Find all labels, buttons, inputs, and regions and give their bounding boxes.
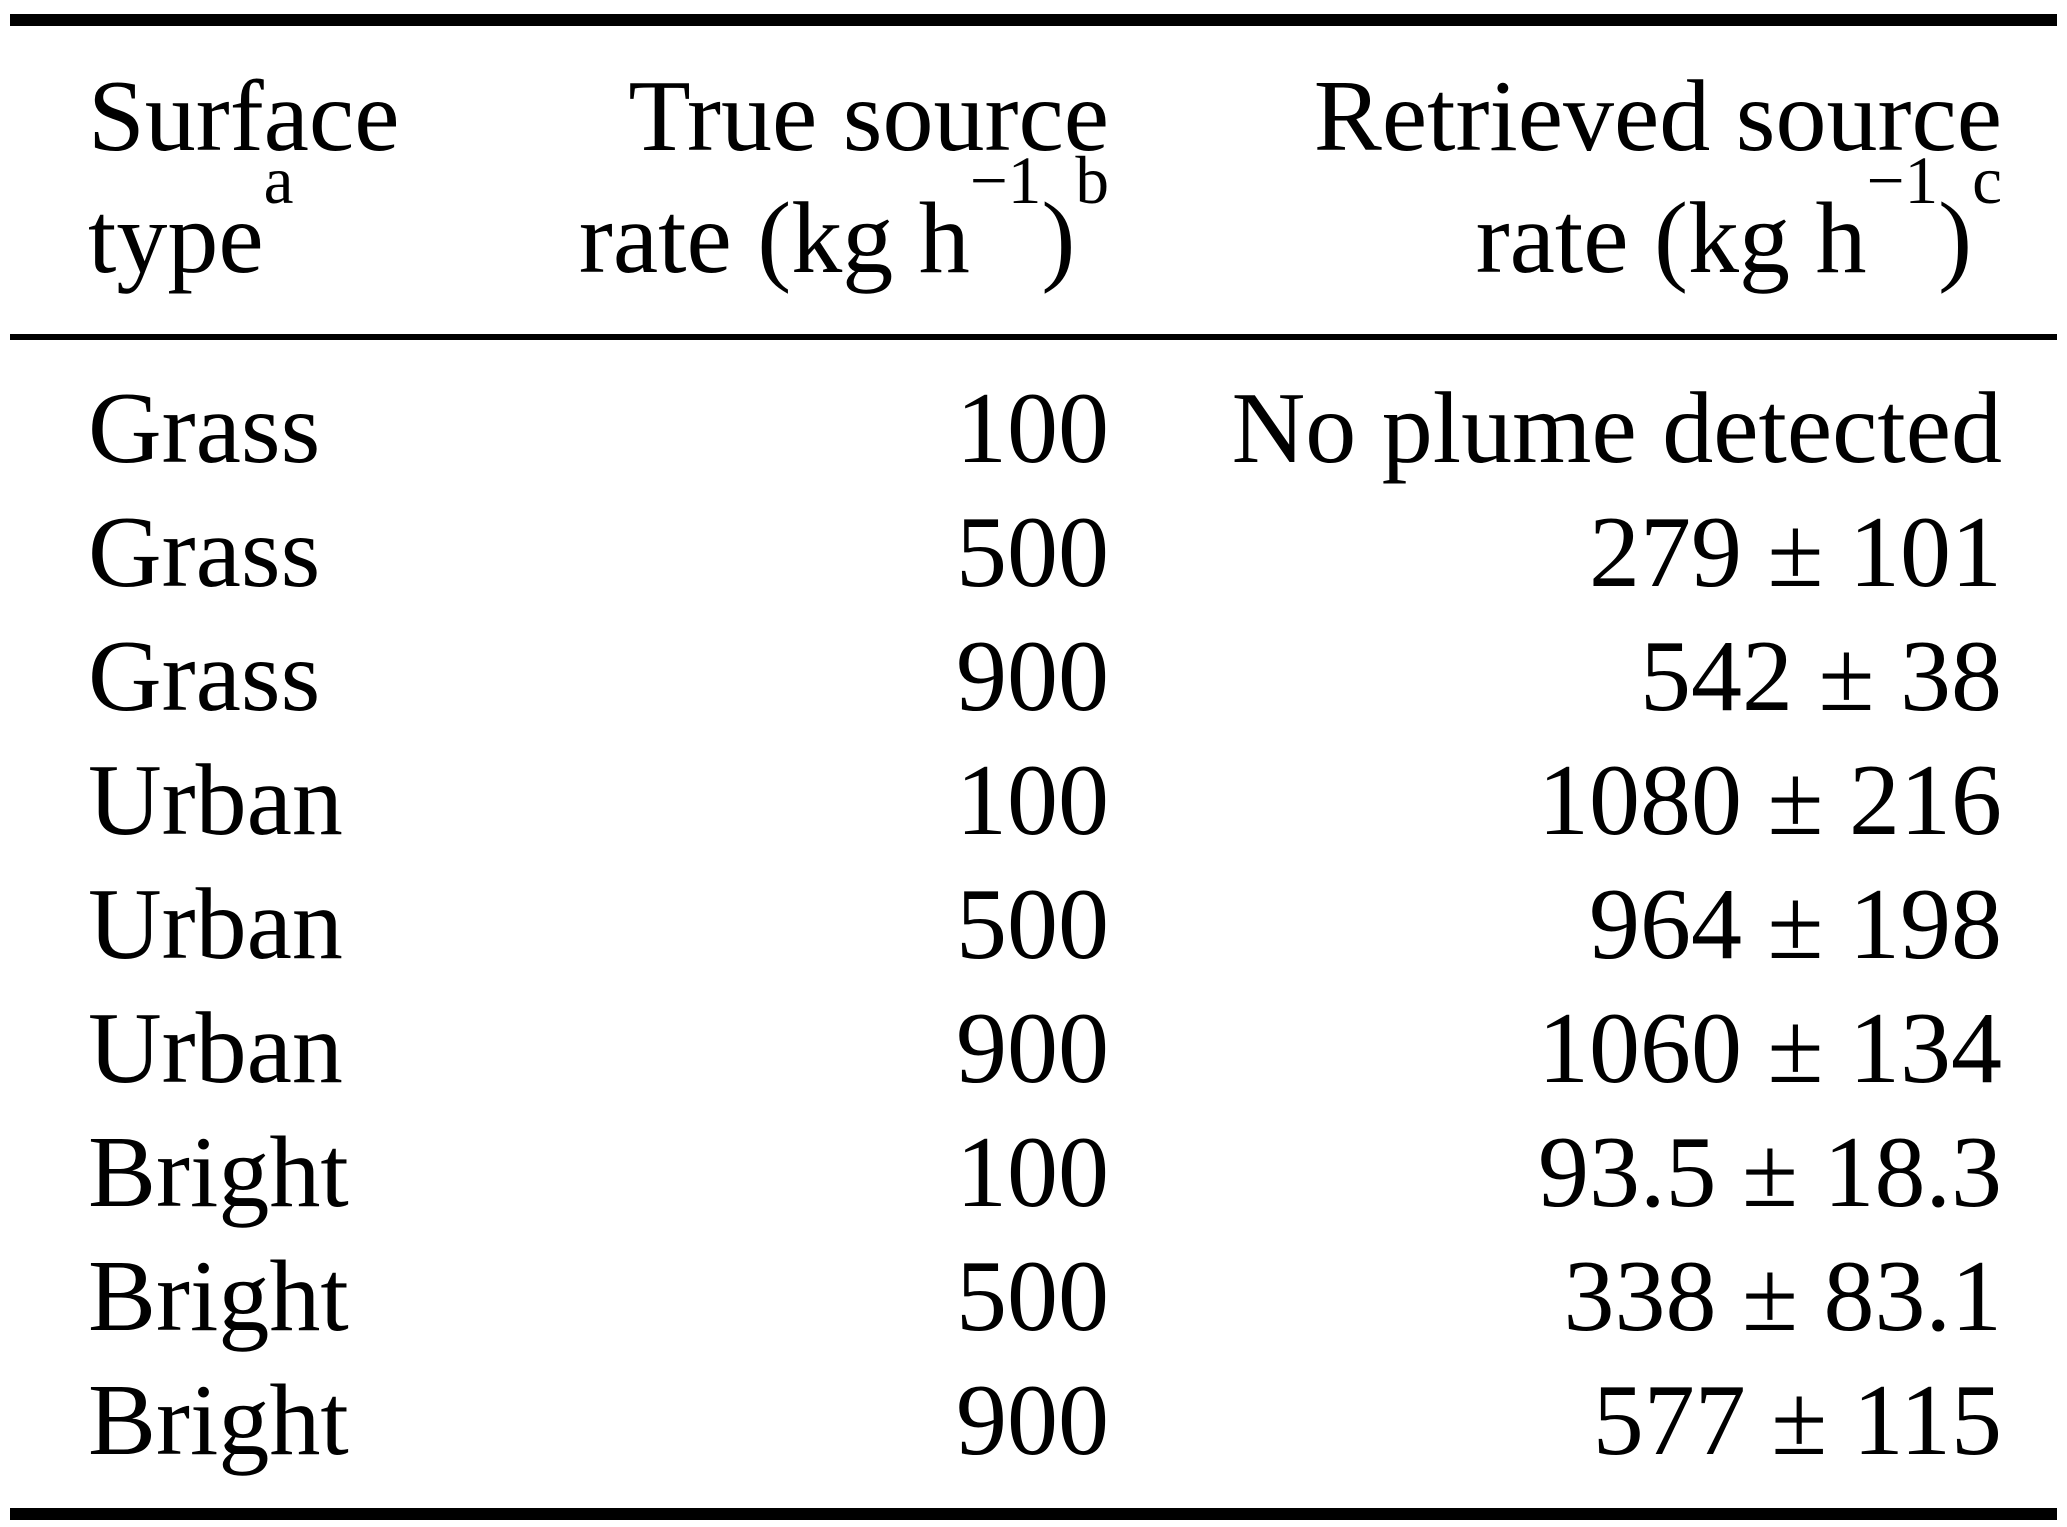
true-rate-cell: 100 [956,744,1109,857]
table-row: Grass 900 542 ± 38 [10,615,2057,739]
footnote-marker-c: c [1972,143,2002,219]
results-table: Surface typea True source rate (kg h−1)b… [10,14,2057,1520]
table-row: Bright 500 338 ± 83.1 [10,1235,2057,1359]
true-rate-cell: 900 [956,1364,1109,1477]
header-surface-line2: type [88,182,264,295]
table-row: Grass 500 279 ± 101 [10,491,2057,615]
true-rate-cell: 100 [956,372,1109,485]
retrieved-rate-cell: 577 ± 115 [1592,1364,2002,1477]
footnote-marker-a: a [263,143,294,219]
header-retrieved-unit-suffix: ) [1938,182,1973,295]
header-retrieved-unit-prefix: rate (kg h [1475,182,1867,295]
header-true-unit-prefix: rate (kg h [578,182,970,295]
retrieved-rate-cell: 1080 ± 216 [1538,744,2002,857]
table-header: Surface typea True source rate (kg h−1)b… [10,20,2057,340]
surface-type-cell: Urban [88,744,343,857]
table-row: Urban 500 964 ± 198 [10,863,2057,987]
surface-type-cell: Bright [88,1116,349,1229]
retrieved-rate-cell: 279 ± 101 [1589,496,2002,609]
true-rate-cell: 500 [956,496,1109,609]
table-row: Urban 900 1060 ± 134 [10,987,2057,1111]
retrieved-rate-cell: 1060 ± 134 [1538,992,2002,1105]
retrieved-rate-cell: 93.5 ± 18.3 [1538,1116,2002,1229]
table-row: Bright 100 93.5 ± 18.3 [10,1111,2057,1235]
exponent-minus-one: −1 [969,143,1042,219]
surface-type-cell: Urban [88,868,343,981]
surface-type-cell: Grass [88,372,321,485]
surface-type-cell: Bright [88,1240,349,1353]
surface-type-cell: Grass [88,496,321,609]
table-row: Grass 100 No plume detected [10,337,2057,491]
surface-type-cell: Grass [88,620,321,733]
header-surface-line1: Surface [88,60,400,173]
exponent-minus-one: −1 [1866,143,1939,219]
header-retrieved-source-rate: Retrieved source rate (kg h−1)c [1110,20,2057,340]
retrieved-rate-cell: 338 ± 83.1 [1563,1240,2002,1353]
header-surface-type: Surface typea [10,20,530,340]
header-true-source-rate: True source rate (kg h−1)b [530,20,1110,340]
footnote-marker-b: b [1075,143,1109,219]
true-rate-cell: 900 [956,992,1109,1105]
header-row: Surface typea True source rate (kg h−1)b… [10,20,2057,340]
true-rate-cell: 100 [956,1116,1109,1229]
true-rate-cell: 500 [956,1240,1109,1353]
retrieved-rate-cell: No plume detected [1231,372,2002,485]
retrieved-rate-cell: 542 ± 38 [1640,620,2002,733]
surface-type-cell: Bright [88,1364,349,1477]
table-row: Urban 100 1080 ± 216 [10,739,2057,863]
true-rate-cell: 900 [956,620,1109,733]
retrieved-rate-cell: 964 ± 198 [1589,868,2002,981]
table-row: Bright 900 577 ± 115 [10,1359,2057,1514]
header-true-line1: True source [628,60,1109,173]
header-true-unit-suffix: ) [1041,182,1076,295]
surface-type-cell: Urban [88,992,343,1105]
table-body: Grass 100 No plume detected Grass 500 27… [10,337,2057,1514]
header-retrieved-line1: Retrieved source [1313,60,2002,173]
true-rate-cell: 500 [956,868,1109,981]
